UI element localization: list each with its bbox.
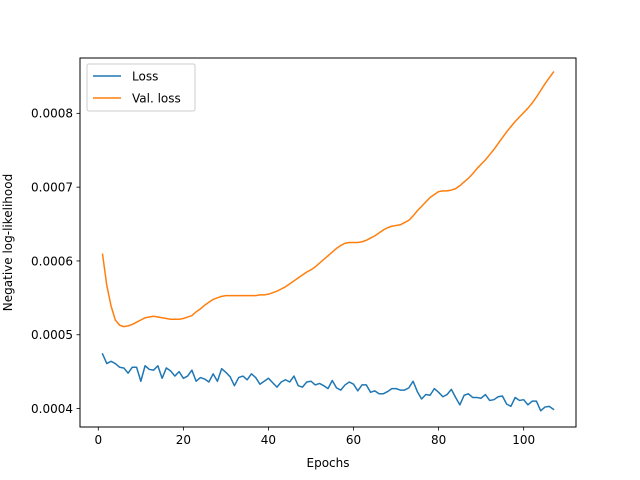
plot-area: 0 20 40 60 80 100 0.00040.00050.00060.00070.0…: [31, 57, 577, 447]
x-axis-ticks: 0 20 40 60 80 100: [94, 427, 535, 447]
y-axis-label: Negative log-likelihood: [1, 174, 15, 311]
x-tick-label: 20: [176, 433, 191, 447]
series-line-loss: [101, 352, 555, 412]
legend-label-val-loss: Val. loss: [132, 91, 181, 105]
y-tick-label: 0.0004: [31, 402, 73, 416]
y-tick-label: 0.0005: [31, 328, 73, 342]
x-tick-label: 40: [261, 433, 276, 447]
x-tick-label: 0: [94, 433, 102, 447]
x-tick-label: 100: [512, 433, 535, 447]
axes-frame: [79, 57, 577, 428]
legend: Loss Val. loss: [86, 63, 196, 112]
series-lines: [101, 70, 555, 412]
x-tick-label: 60: [346, 433, 361, 447]
y-axis-ticks: 0.0004 0.0005 0.0006 0.0007 0.0008: [31, 107, 80, 416]
y-tick-label: 0.0008: [31, 107, 73, 121]
y-tick-label: 0.0006: [31, 254, 73, 268]
series-line-val-loss: [101, 70, 555, 328]
x-tick-label: 80: [431, 433, 446, 447]
legend-label-loss: Loss: [132, 69, 158, 83]
x-axis-label: Epochs: [307, 456, 350, 470]
y-tick-label: 0.0007: [31, 180, 73, 194]
